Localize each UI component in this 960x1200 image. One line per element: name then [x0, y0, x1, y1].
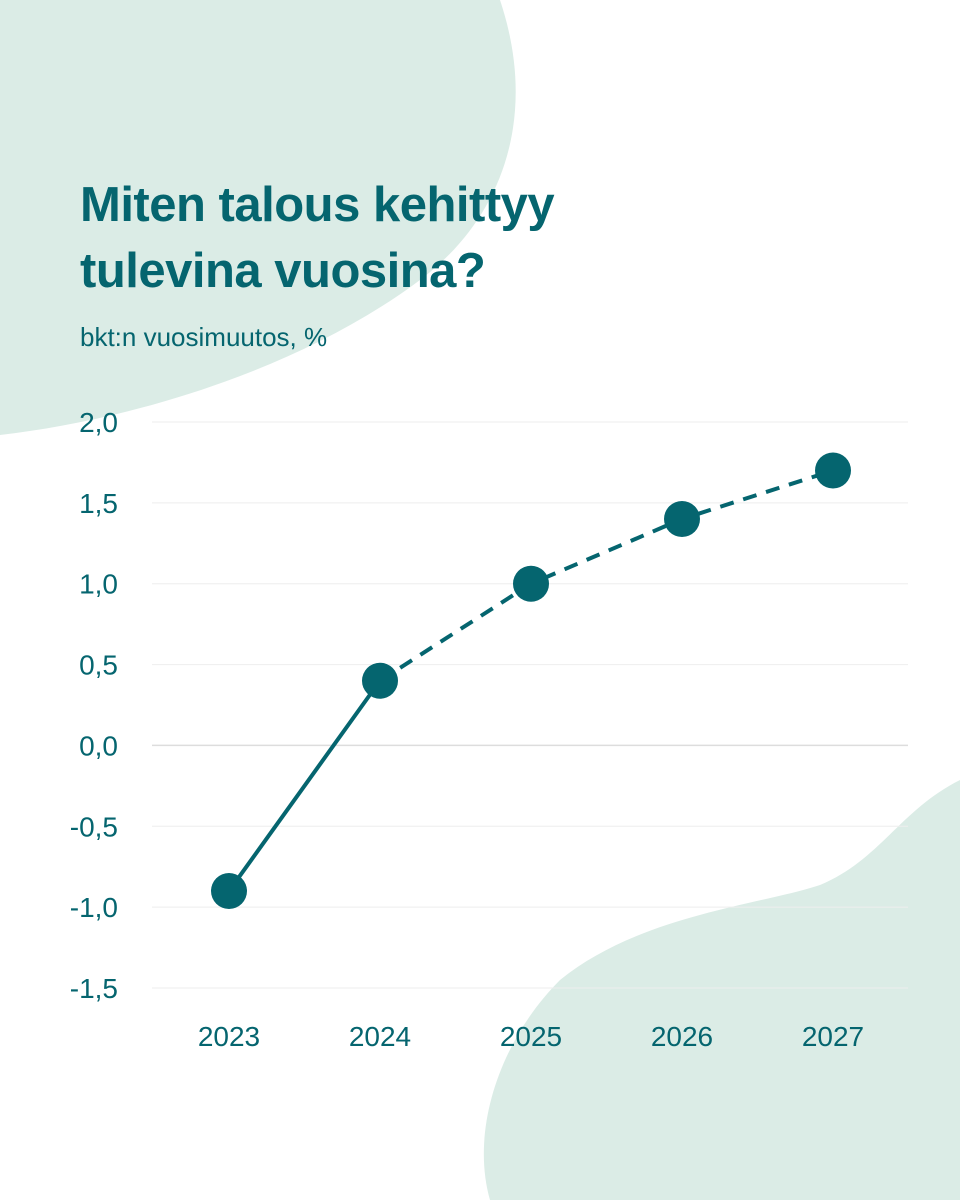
x-axis-labels: 2023 2024 2025 2026 2027 [198, 1021, 864, 1052]
series-segment-actual [227, 678, 382, 893]
series-segment-forecast [378, 468, 834, 683]
page-title: Miten talous kehittyy tulevina vuosina? [80, 172, 780, 304]
data-point [513, 565, 549, 602]
x-tick-label: 2027 [802, 1021, 864, 1052]
x-tick-label: 2025 [500, 1021, 562, 1052]
data-point [815, 452, 851, 489]
y-tick-label: 1,5 [79, 488, 118, 519]
y-axis-labels: 2,0 1,5 1,0 0,5 0,0 -0,5 -1,0 -1,5 [70, 407, 118, 1004]
top-left-blob [0, 0, 516, 435]
y-tick-label: -0,5 [70, 811, 118, 842]
y-tick-label: 1,0 [79, 569, 118, 600]
bottom-right-blob [483, 780, 960, 1200]
data-point [362, 662, 398, 699]
series-points [211, 452, 851, 909]
x-tick-label: 2023 [198, 1021, 260, 1052]
y-tick-label: -1,0 [70, 892, 118, 923]
y-tick-label: -1,5 [70, 973, 118, 1004]
y-tick-label: 0,0 [79, 730, 118, 761]
data-point [664, 501, 700, 538]
x-tick-label: 2026 [651, 1021, 713, 1052]
data-point [211, 872, 247, 909]
grid-lines [152, 421, 908, 989]
title-line-1: Miten talous kehittyy [80, 178, 555, 232]
x-tick-label: 2024 [349, 1021, 411, 1052]
chart-subtitle: bkt:n vuosimuutos, % [80, 322, 328, 352]
y-tick-label: 2,0 [79, 407, 118, 438]
series-line [227, 468, 834, 893]
y-tick-label: 0,5 [79, 650, 118, 681]
title-line-2: tulevina vuosina? [80, 244, 486, 298]
